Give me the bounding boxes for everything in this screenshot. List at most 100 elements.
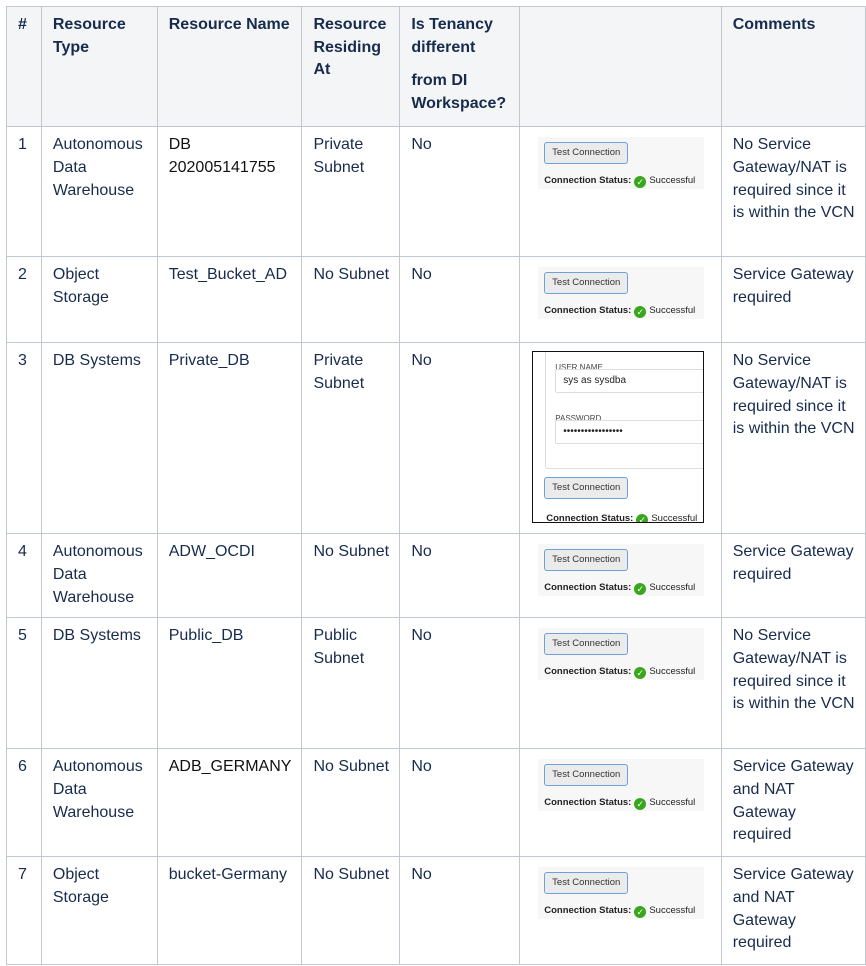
comments: No Service Gateway/NAT is required since… — [720, 126, 866, 258]
resource-residing: No Subnet — [301, 748, 401, 858]
header-test — [519, 5, 722, 128]
comments: Service Gateway and NAT Gateway required — [720, 856, 866, 966]
check-circle-icon: ✓ — [634, 906, 647, 919]
resources-table: # Resource Type Resource Name Resource R… — [6, 5, 866, 966]
resource-name: bucket-Germany — [156, 856, 303, 966]
test-connection-button[interactable]: Test Connection — [544, 764, 629, 787]
test-connection-widget: Test Connection Connection Status: ✓ Succes… — [538, 628, 705, 681]
comments: No Service Gateway/NAT is required since… — [720, 617, 866, 750]
check-circle-icon: ✓ — [634, 176, 647, 189]
header-num: # — [6, 5, 42, 128]
resource-type: Object Storage — [40, 856, 158, 966]
connection-status-label: Connection Status: — [544, 905, 632, 917]
resource-residing: No Subnet — [301, 256, 401, 344]
check-circle-icon: ✓ — [634, 798, 647, 811]
test-connection-widget: Test Connection Connection Status: ✓ Succes… — [538, 759, 705, 812]
password-input[interactable]: ••••••••••••••••• — [555, 420, 704, 445]
resource-residing: Private Subnet — [301, 342, 401, 535]
test-connection-cell: Test Connection Connection Status: ✓ Succes… — [519, 748, 722, 858]
header-tenancy-line2: from DI Workspace? — [411, 72, 507, 112]
tenancy-different: No — [399, 342, 521, 535]
resource-type: DB Systems — [40, 617, 158, 750]
test-connection-cell: Test Connection Connection Status: ✓ Succes… — [519, 856, 722, 966]
resource-name: DB 202005141755 — [156, 126, 303, 258]
tenancy-different: No — [399, 617, 521, 750]
row-number: 7 — [6, 856, 42, 966]
resource-type: Autonomous Data Warehouse — [40, 533, 158, 619]
db-connection-screenshot: USER NAME sys as sysdba PASSWORD •••••••… — [532, 351, 705, 524]
tenancy-different: No — [399, 856, 521, 966]
connection-status-label: Connection Status: — [544, 582, 632, 594]
test-connection-widget: Test Connection Connection Status: ✓ Succes… — [538, 867, 705, 920]
resource-type: Object Storage — [40, 256, 158, 344]
test-connection-cell: Test Connection Connection Status: ✓ Succes… — [519, 617, 722, 750]
row-number: 5 — [6, 617, 42, 750]
resource-type: Autonomous Data Warehouse — [40, 748, 158, 858]
connection-status: Connection Status: ✓ Successful — [544, 577, 695, 600]
comments: Service Gateway required — [720, 256, 866, 344]
tenancy-different: No — [399, 126, 521, 258]
connection-status-value: Successful — [649, 175, 696, 187]
resource-type: Autonomous Data Warehouse — [40, 126, 158, 258]
table-row: 4 Autonomous Data Warehouse ADW_OCDI No Sub… — [6, 533, 866, 619]
header-tenancy-line1: Is Tenancy different — [411, 16, 493, 56]
table-row: 1 Autonomous Data Warehouse DB 20200514175… — [6, 126, 866, 258]
row-number: 2 — [6, 256, 42, 344]
header-tenancy: Is Tenancy different from DI Workspace? — [399, 5, 521, 128]
resource-residing: No Subnet — [301, 533, 401, 619]
test-connection-widget: Test Connection Connection Status: ✓ Succes… — [538, 137, 705, 190]
table-row: 3 DB Systems Private_DB Private Subnet No US… — [6, 342, 866, 535]
test-connection-button[interactable]: Test Connection — [544, 142, 629, 165]
table-row: 5 DB Systems Public_DB Public Subnet No Test … — [6, 617, 866, 750]
resource-type: DB Systems — [40, 342, 158, 535]
connection-status: Connection Status: ✓ Successful — [544, 170, 695, 193]
user-name-label: USER NAME — [555, 363, 603, 373]
connection-status-value: Successful — [649, 905, 696, 917]
test-connection-button[interactable]: Test Connection — [544, 272, 629, 295]
test-connection-button[interactable]: Test Connection — [544, 872, 629, 895]
test-connection-button[interactable]: Test Connection — [544, 477, 629, 500]
connection-status-label: Connection Status: — [544, 797, 632, 809]
row-number: 3 — [6, 342, 42, 535]
row-number: 1 — [6, 126, 42, 258]
test-connection-widget: Test Connection Connection Status: ✓ Succes… — [538, 544, 705, 597]
resource-name: Public_DB — [156, 617, 303, 750]
header-name: Resource Name — [156, 5, 303, 128]
test-connection-cell: Test Connection Connection Status: ✓ Succes… — [519, 126, 722, 258]
connection-status: Connection Status: ✓ Successful — [544, 300, 695, 323]
test-connection-button[interactable]: Test Connection — [544, 633, 629, 656]
connection-status-value: Successful — [649, 666, 696, 678]
header-row: # Resource Type Resource Name Resource R… — [6, 5, 866, 128]
test-connection-widget: Test Connection Connection Status: ✓ Succes… — [538, 267, 705, 320]
comments: No Service Gateway/NAT is required since… — [720, 342, 866, 535]
test-connection-button[interactable]: Test Connection — [544, 549, 629, 572]
user-name-input[interactable]: sys as sysdba — [555, 369, 704, 394]
tenancy-different: No — [399, 256, 521, 344]
connection-status-value: Successful — [649, 305, 696, 317]
header-comments: Comments — [720, 5, 866, 128]
comments: Service Gateway required — [720, 533, 866, 619]
test-connection-cell: USER NAME sys as sysdba PASSWORD •••••••… — [519, 342, 722, 535]
connection-status-label: Connection Status: — [546, 513, 634, 524]
tenancy-different: No — [399, 533, 521, 619]
tenancy-different: No — [399, 748, 521, 858]
table-row: 6 Autonomous Data Warehouse ADB_GERMANY No … — [6, 748, 866, 858]
table-row: 7 Object Storage bucket-Germany No Subnet No… — [6, 856, 866, 966]
resource-name: ADW_OCDI — [156, 533, 303, 619]
connection-status-label: Connection Status: — [544, 305, 632, 317]
test-connection-cell: Test Connection Connection Status: ✓ Succes… — [519, 256, 722, 344]
check-circle-icon: ✓ — [636, 514, 649, 523]
connection-status-value: Successful — [649, 582, 696, 594]
credentials-panel — [545, 352, 704, 470]
header-type: Resource Type — [40, 5, 158, 128]
connection-status: Connection Status: ✓ Successful — [544, 792, 695, 815]
connection-status-value: Successful — [649, 797, 696, 809]
check-circle-icon: ✓ — [634, 306, 647, 319]
comments: Service Gateway and NAT Gateway required — [720, 748, 866, 858]
row-number: 6 — [6, 748, 42, 858]
resource-name: ADB_GERMANY — [156, 748, 303, 858]
test-connection-cell: Test Connection Connection Status: ✓ Succes… — [519, 533, 722, 619]
resource-residing: Public Subnet — [301, 617, 401, 750]
header-residing: Resource Residing At — [301, 5, 401, 128]
connection-status: Connection Status: ✓ Successful — [544, 661, 695, 684]
